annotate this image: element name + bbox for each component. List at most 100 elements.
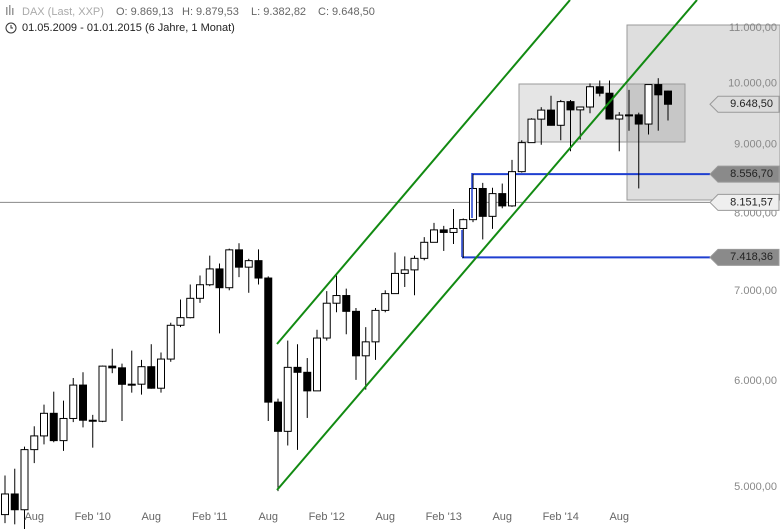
price-tag — [709, 193, 780, 211]
candle-body — [59, 417, 68, 442]
candle-body — [254, 260, 263, 279]
price-tag-label: 8.151,57 — [730, 196, 773, 208]
candle-body — [547, 109, 555, 126]
candle-body — [274, 401, 282, 432]
candle-body — [313, 337, 321, 392]
candle-body — [595, 86, 604, 94]
candle-body — [215, 268, 224, 289]
candle-body — [391, 272, 399, 295]
candle-body — [498, 193, 507, 207]
candle-body — [381, 293, 390, 311]
candle-body — [488, 193, 497, 217]
candle-body — [127, 383, 136, 386]
candle-body — [537, 109, 546, 120]
y-tick-label: 6.000,00 — [734, 375, 777, 387]
y-tick-label: 11.000,00 — [729, 22, 777, 34]
candle-body — [264, 277, 273, 403]
candle-body — [469, 187, 477, 221]
candle-body — [147, 366, 156, 389]
candle-body — [517, 142, 526, 173]
candle-body — [430, 229, 438, 243]
x-tick-label: Aug — [609, 511, 629, 523]
candle-body — [118, 367, 126, 385]
candle-body — [40, 412, 48, 437]
price-tag — [709, 165, 780, 183]
candle-body — [303, 371, 312, 392]
x-tick-label: Feb '12 — [309, 511, 345, 523]
candle-body — [586, 86, 594, 108]
candle-body — [235, 249, 243, 268]
header: DAX (Last, XXP) O: 9.869,13 H: 9.879,53 … — [5, 5, 375, 34]
candle-body — [615, 114, 624, 120]
candle-body — [556, 101, 565, 126]
icon — [9, 5, 11, 15]
candle-body — [30, 435, 39, 451]
price-tag — [709, 95, 780, 113]
candle-body — [439, 229, 448, 233]
candle-body — [566, 101, 575, 111]
x-tick-label: Feb '13 — [426, 511, 462, 523]
candle-body — [157, 358, 165, 389]
clock-icon — [10, 25, 13, 29]
y-tick-label: 10.000,00 — [728, 77, 777, 89]
x-tick-label: Aug — [492, 511, 512, 523]
price-tag-label: 8.556,70 — [730, 168, 773, 180]
candle-body — [449, 227, 458, 233]
candle-body — [166, 324, 175, 360]
candle-body — [176, 317, 185, 326]
x-tick-label: Aug — [141, 511, 161, 523]
y-tick-label: 7.000,00 — [734, 285, 777, 297]
instrument: DAX (Last, XXP) — [22, 6, 104, 18]
candle-body — [664, 90, 672, 105]
candle-body — [88, 419, 97, 422]
candle-body — [644, 84, 653, 125]
candle-body — [322, 302, 331, 339]
candle-body — [410, 257, 419, 271]
candle-body — [69, 384, 78, 419]
candle-body — [527, 118, 536, 144]
candle-body — [49, 412, 58, 442]
candle-body — [1, 493, 9, 516]
candle-body — [654, 84, 663, 96]
date-range: 01.05.2009 - 01.01.2015 (6 Jahre, 1 Mona… — [22, 22, 235, 34]
x-tick-label: Aug — [258, 511, 278, 523]
trend-channel — [276, 0, 571, 345]
price-tag-label: 9.648,50 — [730, 98, 773, 110]
candle-body — [634, 114, 643, 125]
candle-body — [79, 384, 87, 421]
candle-body — [352, 310, 360, 357]
price-tag — [709, 248, 780, 266]
candle-body — [459, 219, 468, 229]
candle-body — [244, 260, 253, 268]
candle-body — [400, 269, 409, 274]
candle-body — [420, 241, 429, 259]
trend-channel — [276, 0, 698, 491]
candle-body — [205, 268, 214, 286]
candle-body — [137, 366, 146, 385]
icon — [12, 8, 14, 15]
candle-body — [625, 114, 633, 117]
candle-body — [332, 295, 341, 304]
candle-body — [10, 493, 19, 511]
x-tick-label: Aug — [375, 511, 395, 523]
x-tick-label: Feb '10 — [75, 511, 111, 523]
candle-body — [186, 297, 195, 319]
candle-body — [225, 249, 234, 289]
icon — [6, 7, 8, 15]
open: O: 9.869,13 — [116, 6, 174, 18]
y-tick-label: 5.000,00 — [734, 481, 777, 493]
candle-body — [508, 171, 516, 207]
candle-body — [371, 309, 380, 343]
x-tick-label: Feb '11 — [192, 511, 228, 523]
high: H: 9.879,53 — [182, 6, 239, 18]
candle-body — [576, 106, 585, 111]
x-tick-label: Aug — [24, 511, 44, 523]
y-tick-label: 9.000,00 — [734, 139, 777, 151]
low: L: 9.382,82 — [251, 6, 306, 18]
candle-body — [283, 366, 292, 432]
candle-body — [98, 365, 107, 422]
candle-body — [196, 284, 204, 299]
clock-icon — [5, 22, 17, 34]
candle-body — [478, 187, 487, 217]
